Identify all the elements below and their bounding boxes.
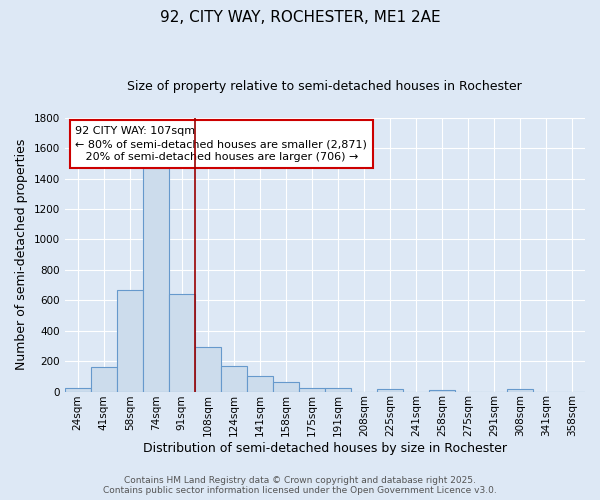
- Bar: [65, 388, 91, 392]
- Title: Size of property relative to semi-detached houses in Rochester: Size of property relative to semi-detach…: [127, 80, 522, 93]
- Bar: [91, 367, 116, 392]
- Bar: [247, 376, 273, 392]
- Text: Contains HM Land Registry data © Crown copyright and database right 2025.
Contai: Contains HM Land Registry data © Crown c…: [103, 476, 497, 495]
- Bar: [325, 388, 351, 392]
- Bar: [507, 390, 533, 392]
- Text: 92 CITY WAY: 107sqm
← 80% of semi-detached houses are smaller (2,871)
   20% of : 92 CITY WAY: 107sqm ← 80% of semi-detach…: [75, 126, 367, 162]
- Bar: [195, 346, 221, 392]
- Bar: [429, 390, 455, 392]
- X-axis label: Distribution of semi-detached houses by size in Rochester: Distribution of semi-detached houses by …: [143, 442, 507, 455]
- Bar: [377, 390, 403, 392]
- Bar: [221, 366, 247, 392]
- Bar: [273, 382, 299, 392]
- Bar: [143, 168, 169, 392]
- Y-axis label: Number of semi-detached properties: Number of semi-detached properties: [15, 139, 28, 370]
- Bar: [117, 290, 143, 392]
- Bar: [299, 388, 325, 392]
- Bar: [169, 294, 195, 392]
- Text: 92, CITY WAY, ROCHESTER, ME1 2AE: 92, CITY WAY, ROCHESTER, ME1 2AE: [160, 10, 440, 25]
